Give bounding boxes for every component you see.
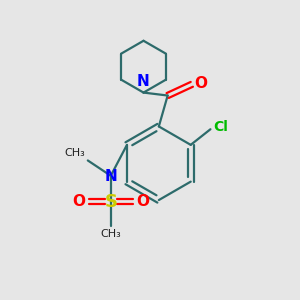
Text: Cl: Cl (213, 120, 228, 134)
Text: CH₃: CH₃ (65, 148, 85, 158)
Text: CH₃: CH₃ (100, 229, 121, 239)
Text: N: N (136, 74, 149, 89)
Text: N: N (105, 169, 118, 184)
Text: O: O (136, 194, 149, 209)
Text: O: O (73, 194, 86, 209)
Text: O: O (194, 76, 207, 91)
Text: S: S (104, 193, 117, 211)
